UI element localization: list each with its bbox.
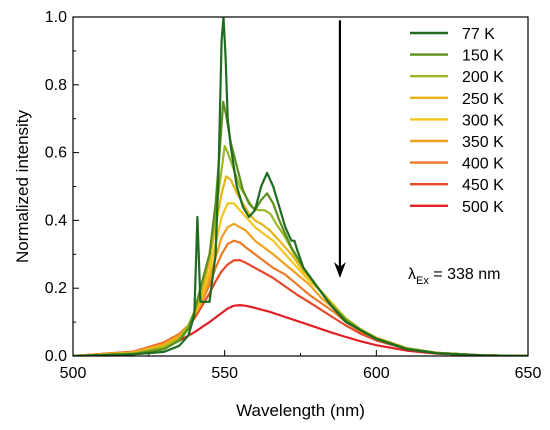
legend-label: 77 K xyxy=(462,26,495,43)
y-tick-label: 0.6 xyxy=(45,145,67,162)
annotation-subscript: Ex xyxy=(416,275,429,287)
annotation-suffix: = 338 nm xyxy=(429,266,501,283)
y-axis-title: Normalized intensity xyxy=(13,109,32,263)
legend-label: 400 K xyxy=(462,156,504,173)
x-tick-label: 550 xyxy=(211,365,238,382)
series-line-350k xyxy=(73,222,528,356)
tick-labels: 500 550 600 650 0.0 0.2 0.4 0.6 0.8 1.0 xyxy=(45,9,542,382)
legend-label: 450 K xyxy=(462,177,504,194)
legend-label: 300 K xyxy=(462,112,504,129)
plot-frame xyxy=(72,16,529,357)
temperature-arrow xyxy=(333,20,346,279)
annotation-prefix: λ xyxy=(408,266,416,283)
series-layer xyxy=(73,17,528,356)
x-tick-label: 650 xyxy=(515,365,542,382)
excitation-annotation: λEx = 338 nm xyxy=(408,266,500,287)
y-tick-label: 0.0 xyxy=(45,348,67,365)
y-tick-label: 0.2 xyxy=(45,280,67,297)
x-axis-title: Wavelength (nm) xyxy=(236,401,365,420)
x-tick-label: 600 xyxy=(363,365,390,382)
series-line-150k xyxy=(73,100,528,356)
legend-label: 200 K xyxy=(462,69,504,86)
series-line-200k xyxy=(73,144,528,356)
y-tick-label: 1.0 xyxy=(45,9,67,26)
legend-label: 500 K xyxy=(462,199,504,216)
series-line-77k xyxy=(73,17,528,356)
legend-label: 350 K xyxy=(462,134,504,151)
y-tick-label: 0.4 xyxy=(45,212,67,229)
series-line-500k xyxy=(73,304,528,356)
legend-label: 250 K xyxy=(462,91,504,108)
arrow-head xyxy=(333,262,346,279)
legend-label: 150 K xyxy=(462,48,504,65)
axis-ticks xyxy=(72,16,529,357)
legend: 77 K 150 K 200 K 250 K 300 K 350 K 400 K 450 K 5… xyxy=(410,26,504,216)
y-tick-label: 0.8 xyxy=(45,77,67,94)
x-tick-label: 500 xyxy=(60,365,87,382)
